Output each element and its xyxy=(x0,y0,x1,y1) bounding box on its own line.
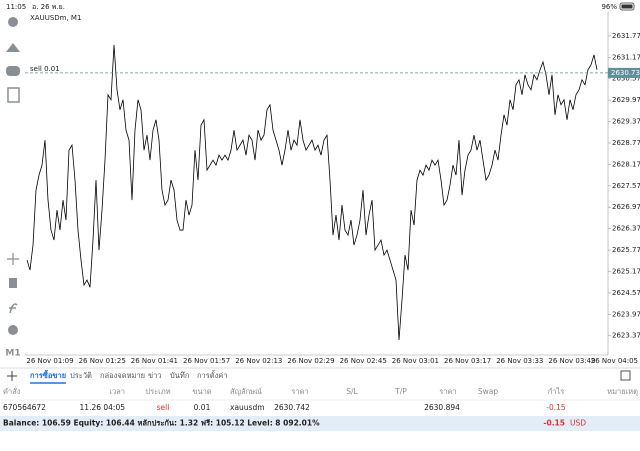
y-tick-label: 2626.970 xyxy=(612,203,640,211)
order-profit: -0.15 xyxy=(546,403,566,412)
header-time: เวลา xyxy=(109,387,125,396)
x-tick-label: 26 Nov 01:41 xyxy=(131,357,178,365)
indicator-icon[interactable] xyxy=(9,278,17,288)
y-tick-label: 2625.770 xyxy=(612,246,640,254)
header-swap: Swap xyxy=(478,387,498,396)
y-tick-label: 2623.370 xyxy=(612,332,640,340)
x-tick-label: 26 Nov 01:25 xyxy=(79,357,126,365)
add-button[interactable] xyxy=(7,371,17,381)
header-open-price: ราคา xyxy=(291,387,308,396)
tab[interactable]: บันทึก xyxy=(170,371,189,380)
status-time: 11:05 xyxy=(6,3,26,11)
crosshair-icon[interactable] xyxy=(7,253,19,265)
y-tick-label: 2631.770 xyxy=(612,32,640,40)
objects-icon[interactable] xyxy=(8,325,18,335)
y-tick-label: 2628.770 xyxy=(612,139,640,147)
tab[interactable]: กล่องจดหมาย xyxy=(100,371,145,380)
function-icon[interactable] xyxy=(9,303,18,314)
new-order-icon[interactable] xyxy=(7,87,20,103)
order-volume: 0.01 xyxy=(194,403,211,412)
account-summary: Balance: 106.59 Equity: 106.44 หลักประกั… xyxy=(3,419,320,428)
order-label: sell 0.01 xyxy=(30,65,60,73)
tab[interactable]: ประวัติ xyxy=(70,371,92,380)
battery-icon xyxy=(619,2,635,11)
y-tick-label: 2629.370 xyxy=(612,118,640,126)
order-symbol: xauusdm xyxy=(230,403,265,412)
tab[interactable]: การตั้งค่า xyxy=(197,370,228,380)
order-type: sell xyxy=(157,403,170,412)
footer-bar xyxy=(0,416,640,431)
chart: XAUUSDm, M1 sell 0.01 2623.370 2623.970 26… xyxy=(25,12,640,365)
order-time: 11.26 04:05 xyxy=(80,403,126,412)
y-tick-label: 2627.570 xyxy=(612,182,640,190)
y-tick-label: 2626.370 xyxy=(612,225,640,233)
account-icon[interactable] xyxy=(8,17,18,27)
left-toolbar: M1 xyxy=(5,17,21,359)
header-tp: T/P xyxy=(394,387,407,396)
tab-bar: การซื้อขาย ประวัติ กล่องจดหมาย ข่าว บันทึก กา… xyxy=(30,369,228,384)
order-price-label: 2630.734 xyxy=(611,69,640,77)
timeframe-button[interactable]: M1 xyxy=(5,349,20,359)
currency: USD xyxy=(570,419,586,428)
y-tick-label: 2628.170 xyxy=(612,160,640,168)
total-profit: -0.15 xyxy=(543,419,565,428)
header-sl: S/L xyxy=(346,387,358,396)
header-price: ราคา xyxy=(439,387,456,396)
y-tick-label: 2629.970 xyxy=(612,96,640,104)
battery-level xyxy=(621,4,633,9)
header-volume: ขนาด xyxy=(192,387,211,396)
y-tick-label: 2624.570 xyxy=(612,289,640,297)
order-id[interactable]: 670564672 xyxy=(3,403,46,412)
x-tick-label: 26 Nov 01:09 xyxy=(26,357,73,365)
header-comment: หมายเหตุ xyxy=(607,387,638,396)
positions-table: คำสั่ง เวลา ประเภท ขนาด สัญลักษณ์ ราคา S… xyxy=(0,386,640,412)
header-type: ประเภท xyxy=(145,387,170,396)
y-tick-label: 2623.970 xyxy=(612,310,640,318)
x-tick-label: 26 Nov 03:49 xyxy=(548,357,595,365)
tab[interactable]: ข่าว xyxy=(148,371,162,380)
x-tick-label: 26 Nov 03:17 xyxy=(444,357,491,365)
x-tick-label: 26 Nov 04:05 xyxy=(591,357,638,365)
layout-button[interactable] xyxy=(620,370,631,381)
header-profit: กำไร xyxy=(548,387,565,396)
trade-icon[interactable] xyxy=(6,43,20,52)
x-tick-label: 26 Nov 03:33 xyxy=(496,357,543,365)
order-open-price: 2630.742 xyxy=(274,403,310,412)
x-tick-label: 26 Nov 02:13 xyxy=(235,357,282,365)
header-symbol: สัญลักษณ์ xyxy=(230,387,262,396)
price-line xyxy=(26,44,598,341)
order-price: 2630.894 xyxy=(424,403,460,412)
y-tick-label: 2630.570 xyxy=(612,75,640,83)
chat-icon[interactable] xyxy=(6,66,20,76)
tab[interactable]: การซื้อขาย xyxy=(30,369,66,380)
order-price-box xyxy=(608,67,640,78)
x-tick-label: 26 Nov 03:01 xyxy=(392,357,439,365)
header-order: คำสั่ง xyxy=(3,386,21,396)
status-battery: 96% xyxy=(601,3,617,11)
chart-symbol: XAUUSDm, M1 xyxy=(30,14,81,22)
x-tick-label: 26 Nov 02:29 xyxy=(287,357,334,365)
y-tick-label: 2631.170 xyxy=(612,53,640,61)
status-date: อ. 26 พ.ย. xyxy=(32,3,65,11)
x-tick-label: 26 Nov 01:57 xyxy=(183,357,230,365)
x-tick-label: 26 Nov 02:45 xyxy=(340,357,387,365)
y-tick-label: 2625.170 xyxy=(612,267,640,275)
